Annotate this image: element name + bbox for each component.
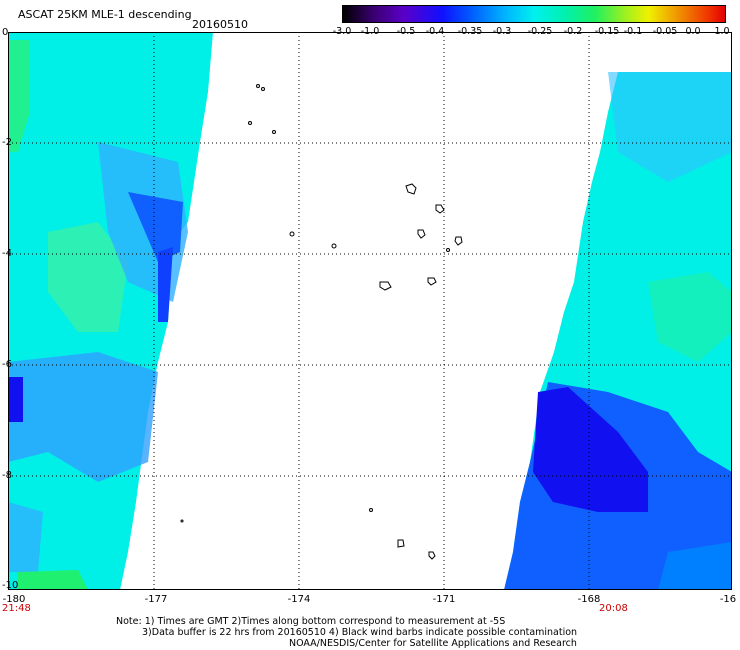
- y-tick: -6: [2, 359, 12, 370]
- cb-label: -0.4: [425, 26, 445, 37]
- x-tick: -168: [577, 594, 601, 605]
- color-scale-labels: -3.0 -1.0 -0.5 -0.4 -0.35 -0.3 -0.25 -0.…: [330, 26, 735, 38]
- left-swath-blue: [8, 352, 158, 482]
- y-tick: 0: [2, 27, 9, 38]
- left-swath-green: [48, 222, 128, 332]
- x-tick: -177: [144, 594, 168, 605]
- right-swath-mid: [658, 542, 732, 590]
- note-line-1: Note: 1) Times are GMT 2)Times along bot…: [116, 616, 506, 627]
- y-tick: -8: [2, 470, 12, 481]
- cb-label: -0.1: [623, 26, 643, 37]
- note-line-2: 3)Data buffer is 22 hrs from 20160510 4)…: [142, 627, 578, 638]
- product-date: 20160510: [192, 18, 248, 31]
- cb-label: -3.0: [332, 26, 352, 37]
- left-swath-blue: [158, 247, 173, 322]
- left-swath-green: [8, 40, 30, 152]
- time-right: 20:08: [599, 603, 628, 614]
- y-tick: -10: [2, 580, 19, 591]
- cb-label: -0.5: [396, 26, 416, 37]
- x-tick: -16: [719, 594, 737, 605]
- map-grid: [8, 32, 732, 590]
- cb-label: 0.0: [685, 26, 701, 37]
- plot-frame: [8, 32, 732, 590]
- x-tick: -171: [432, 594, 456, 605]
- color-scale-bar: [342, 5, 726, 23]
- cb-label: -0.2: [563, 26, 583, 37]
- y-tick: -2: [2, 137, 12, 148]
- cb-label: -0.15: [594, 26, 620, 37]
- left-swath-blue: [8, 377, 23, 422]
- cb-label: -0.35: [457, 26, 483, 37]
- cb-label: -0.3: [492, 26, 512, 37]
- left-swath-green: [18, 570, 88, 590]
- right-swath-deep: [533, 387, 648, 512]
- cb-label: -0.05: [652, 26, 678, 37]
- left-swath-blue: [8, 502, 43, 572]
- x-tick: -174: [287, 594, 311, 605]
- cb-label: -1.0: [360, 26, 380, 37]
- cb-label: -0.25: [527, 26, 553, 37]
- note-line-3: NOAA/NESDIS/Center for Satellite Applica…: [289, 638, 577, 649]
- time-left: 21:48: [2, 603, 31, 614]
- right-swath-green: [648, 272, 732, 362]
- y-tick: -4: [2, 248, 12, 259]
- wind-map: [8, 32, 732, 590]
- left-swath-blue: [128, 192, 183, 262]
- x-tick: -180: [2, 594, 26, 605]
- product-title: ASCAT 25KM MLE-1 descending: [18, 8, 192, 21]
- right-swath-lightblue: [608, 72, 732, 182]
- cb-label: 1.0: [714, 26, 730, 37]
- island-outlines: [180, 84, 463, 560]
